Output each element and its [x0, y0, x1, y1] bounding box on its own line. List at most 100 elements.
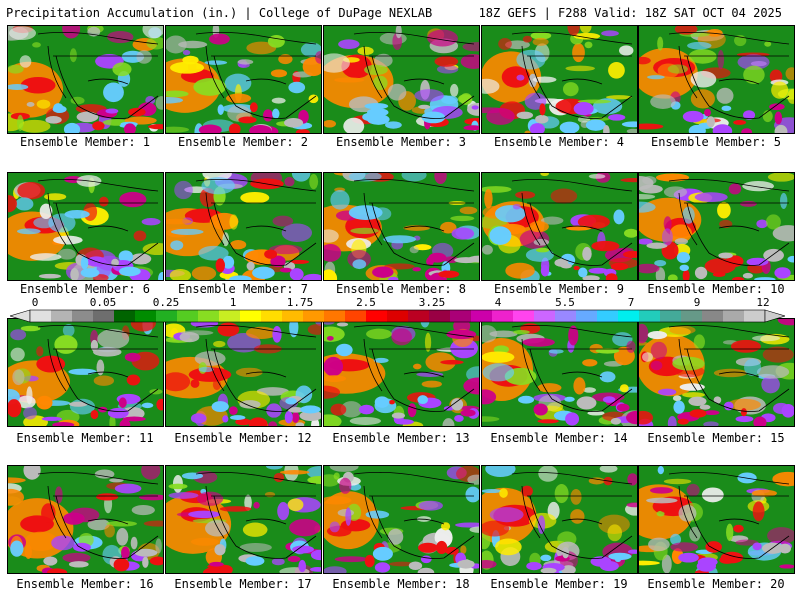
ensemble-member-label: Ensemble Member: 14 [490, 431, 628, 445]
map-borders [668, 32, 790, 119]
ensemble-member-label: Ensemble Member: 5 [650, 135, 782, 149]
precipitation-field [8, 466, 163, 573]
colorbar-swatch [576, 310, 598, 322]
map-borders [353, 472, 475, 559]
colorbar-swatch [450, 310, 472, 322]
colorbar-swatch [723, 310, 745, 322]
ensemble-member-label: Ensemble Member: 20 [647, 577, 785, 591]
map-borders [195, 32, 317, 119]
colorbar-swatch [366, 310, 388, 322]
ensemble-member-label: Ensemble Member: 9 [493, 282, 625, 296]
ensemble-member-map-20 [638, 465, 795, 574]
colorbar-swatch [387, 310, 409, 322]
ensemble-member-map-6 [7, 172, 164, 281]
ensemble-member-map-12 [165, 318, 322, 427]
precipitation-field [324, 319, 479, 426]
precipitation-field [166, 319, 321, 426]
ensemble-member-label: Ensemble Member: 11 [16, 431, 154, 445]
map-borders [37, 325, 159, 412]
colorbar-swatch [513, 310, 535, 322]
ensemble-member-label: Ensemble Member: 19 [490, 577, 628, 591]
colorbar-swatch [492, 310, 514, 322]
ensemble-member-map-5 [638, 25, 795, 134]
map-borders [353, 325, 475, 412]
colorbar-swatch [681, 310, 703, 322]
ensemble-member-label: Ensemble Member: 6 [19, 282, 151, 296]
colorbar-swatch [660, 310, 682, 322]
precipitation-field [639, 319, 794, 426]
ensemble-member-label: Ensemble Member: 3 [335, 135, 467, 149]
ensemble-member-label: Ensemble Member: 4 [493, 135, 625, 149]
precipitation-colorbar [10, 309, 785, 323]
ensemble-member-map-19 [481, 465, 638, 574]
map-borders [195, 472, 317, 559]
ensemble-member-map-11 [7, 318, 164, 427]
ensemble-member-map-9 [481, 172, 638, 281]
ensemble-member-map-2 [165, 25, 322, 134]
colorbar-tick-label: 0.25 [152, 296, 180, 309]
ensemble-member-label: Ensemble Member: 1 [19, 135, 151, 149]
colorbar-swatch [114, 310, 136, 322]
colorbar-swatch [324, 310, 346, 322]
ensemble-member-label: Ensemble Member: 10 [647, 282, 785, 296]
precipitation-field [639, 26, 794, 133]
colorbar-swatch [702, 310, 724, 322]
colorbar-tick-label: 12 [756, 296, 770, 309]
map-borders [353, 179, 475, 266]
ensemble-member-map-1 [7, 25, 164, 134]
colorbar-tick-label: 5.5 [555, 296, 575, 309]
colorbar-tick-label: 7 [627, 296, 635, 309]
colorbar-tick-label: 4 [494, 296, 502, 309]
colorbar-swatch [303, 310, 325, 322]
colorbar-low-arrow [10, 309, 31, 323]
ensemble-member-label: Ensemble Member: 7 [177, 282, 309, 296]
colorbar-tick-label: 1 [229, 296, 237, 309]
colorbar-swatch [618, 310, 640, 322]
map-borders [511, 179, 633, 266]
precipitation-field [324, 466, 479, 573]
map-borders [37, 32, 159, 119]
map-borders [668, 472, 790, 559]
ensemble-member-map-14 [481, 318, 638, 427]
precipitation-field [8, 26, 163, 133]
ensemble-member-label: Ensemble Member: 13 [332, 431, 470, 445]
colorbar-swatch [597, 310, 619, 322]
precipitation-field [324, 26, 479, 133]
colorbar-swatch [534, 310, 556, 322]
colorbar-swatch [51, 310, 73, 322]
ensemble-member-map-3 [323, 25, 480, 134]
colorbar-swatch [135, 310, 157, 322]
map-borders [668, 179, 790, 266]
colorbar-swatch [93, 310, 115, 322]
colorbar-swatch [555, 310, 577, 322]
map-borders [668, 325, 790, 412]
map-borders [37, 472, 159, 559]
colorbar-swatch [198, 310, 220, 322]
ensemble-member-label: Ensemble Member: 15 [647, 431, 785, 445]
ensemble-member-map-7 [165, 172, 322, 281]
precipitation-field [166, 173, 321, 280]
precipitation-field [639, 173, 794, 280]
ensemble-member-label: Ensemble Member: 8 [335, 282, 467, 296]
colorbar-tick-label: 1.75 [286, 296, 314, 309]
colorbar-swatch [30, 310, 52, 322]
colorbar-swatch [261, 310, 283, 322]
ensemble-member-map-4 [481, 25, 638, 134]
run-valid-time: 18Z GEFS | F288 Valid: 18Z SAT OCT 04 20… [478, 6, 782, 20]
precipitation-field [8, 173, 163, 280]
colorbar-swatch [72, 310, 94, 322]
colorbar-tick-label: 2.5 [356, 296, 376, 309]
colorbar-tick-label: 3.25 [418, 296, 446, 309]
map-borders [511, 325, 633, 412]
colorbar-swatch [471, 310, 493, 322]
colorbar-swatch [240, 310, 262, 322]
map-borders [511, 472, 633, 559]
colorbar-swatch [429, 310, 451, 322]
precipitation-field [639, 466, 794, 573]
ensemble-member-label: Ensemble Member: 12 [174, 431, 312, 445]
ensemble-member-map-15 [638, 318, 795, 427]
ensemble-member-map-8 [323, 172, 480, 281]
ensemble-member-label: Ensemble Member: 18 [332, 577, 470, 591]
ensemble-member-map-13 [323, 318, 480, 427]
precipitation-field [166, 26, 321, 133]
